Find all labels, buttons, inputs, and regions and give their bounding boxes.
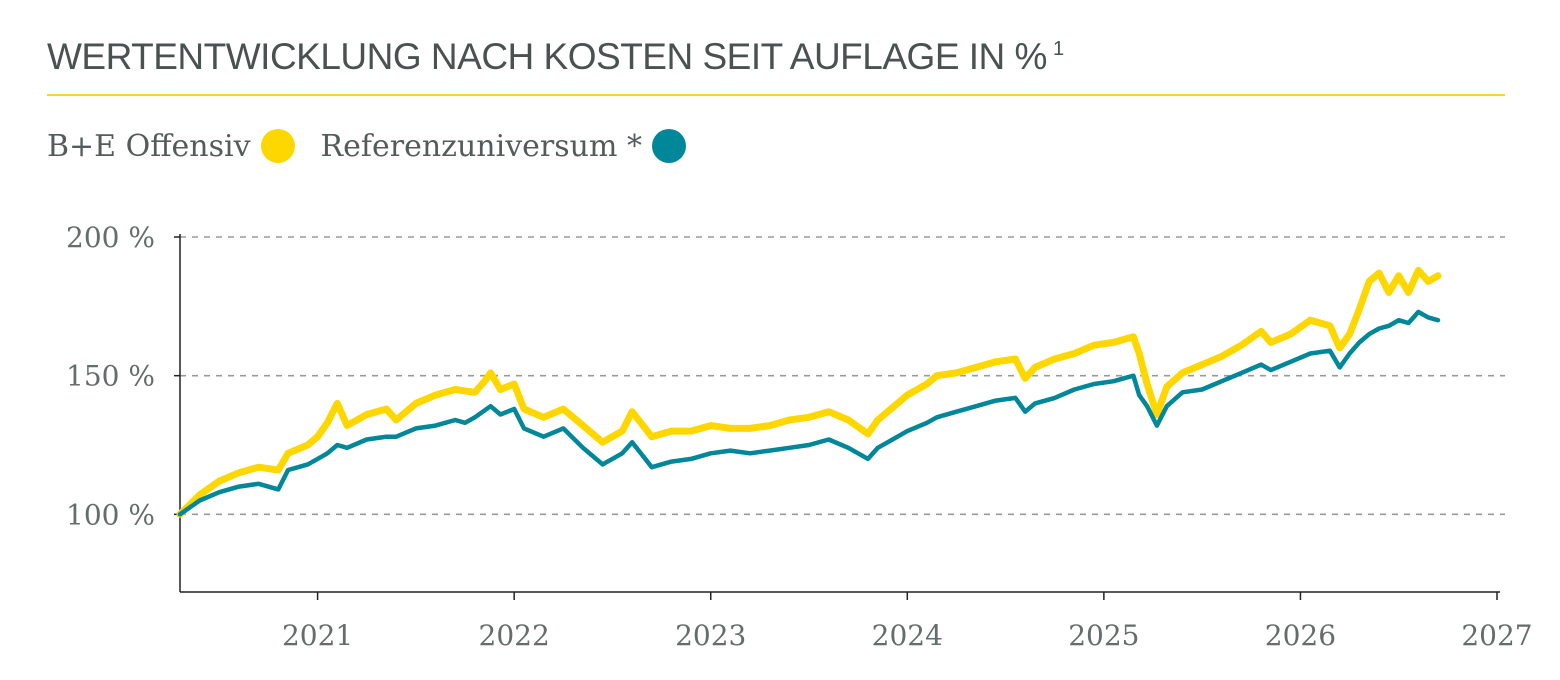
x-tick-label-1: 2022 [479,619,550,652]
legend-item-be-offensiv: B+E Offensiv [47,129,295,164]
x-tick-label-4: 2025 [1068,619,1139,652]
legend-label-be-offensiv: B+E Offensiv [47,128,251,164]
x-tick-label-6: 2027 [1461,619,1532,652]
legend-dot-icon-teal [651,129,686,163]
x-tick-label-3: 2024 [872,619,943,652]
title-footnote-marker: 1 [1052,38,1064,60]
y-tick-label-0: 100 % [66,498,155,531]
y-tick-labels: 100 % 150 % 200 % [66,221,155,531]
chart-title: WERTENTWICKLUNG NACH KOSTEN SEIT AUFLAGE… [47,36,1064,78]
legend-dot-icon-yellow [260,129,295,163]
grid-lines [174,236,1505,516]
legend-item-referenzuniversum: Referenzuniversum * [321,129,686,164]
y-tick-label-1: 150 % [66,360,155,393]
chart-axes [179,234,1500,593]
series-line-be-offensiv [176,266,1442,518]
x-tick-labels: 2021 2022 2023 2024 2025 2026 2027 [282,592,1533,652]
series-lines [176,266,1442,518]
series-line-referenzuniversum [177,309,1441,517]
legend-label-referenzuniversum: Referenzuniversum * [320,128,642,164]
title-divider [47,94,1505,96]
y-tick-label-2: 200 % [66,221,155,254]
chart-legend: B+E Offensiv Referenzuniversum * [47,124,712,168]
x-tick-label-5: 2026 [1265,619,1336,652]
x-tick-label-2: 2023 [675,619,746,652]
x-tick-label-0: 2021 [282,619,353,652]
chart-title-text: WERTENTWICKLUNG NACH KOSTEN SEIT AUFLAGE… [47,36,1047,77]
